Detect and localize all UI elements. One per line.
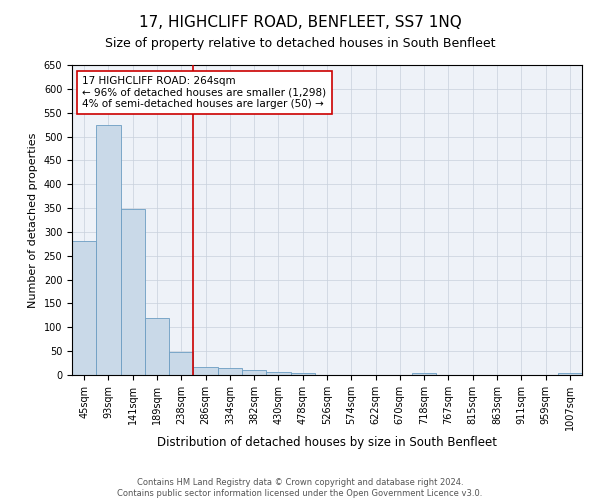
Text: 17 HIGHCLIFF ROAD: 264sqm
← 96% of detached houses are smaller (1,298)
4% of sem: 17 HIGHCLIFF ROAD: 264sqm ← 96% of detac…: [82, 76, 326, 109]
X-axis label: Distribution of detached houses by size in South Benfleet: Distribution of detached houses by size …: [157, 436, 497, 448]
Text: 17, HIGHCLIFF ROAD, BENFLEET, SS7 1NQ: 17, HIGHCLIFF ROAD, BENFLEET, SS7 1NQ: [139, 15, 461, 30]
Bar: [96, 124, 121, 375]
Bar: [145, 318, 169, 375]
Text: Contains HM Land Registry data © Crown copyright and database right 2024.
Contai: Contains HM Land Registry data © Crown c…: [118, 478, 482, 498]
Y-axis label: Number of detached properties: Number of detached properties: [28, 132, 38, 308]
Bar: [242, 370, 266, 375]
Bar: [193, 367, 218, 375]
Bar: [72, 242, 96, 375]
Text: Size of property relative to detached houses in South Benfleet: Size of property relative to detached ho…: [105, 38, 495, 51]
Bar: [218, 368, 242, 375]
Bar: [266, 372, 290, 375]
Bar: [169, 352, 193, 375]
Bar: [121, 209, 145, 375]
Bar: [412, 372, 436, 375]
Bar: [558, 373, 582, 375]
Bar: [290, 372, 315, 375]
